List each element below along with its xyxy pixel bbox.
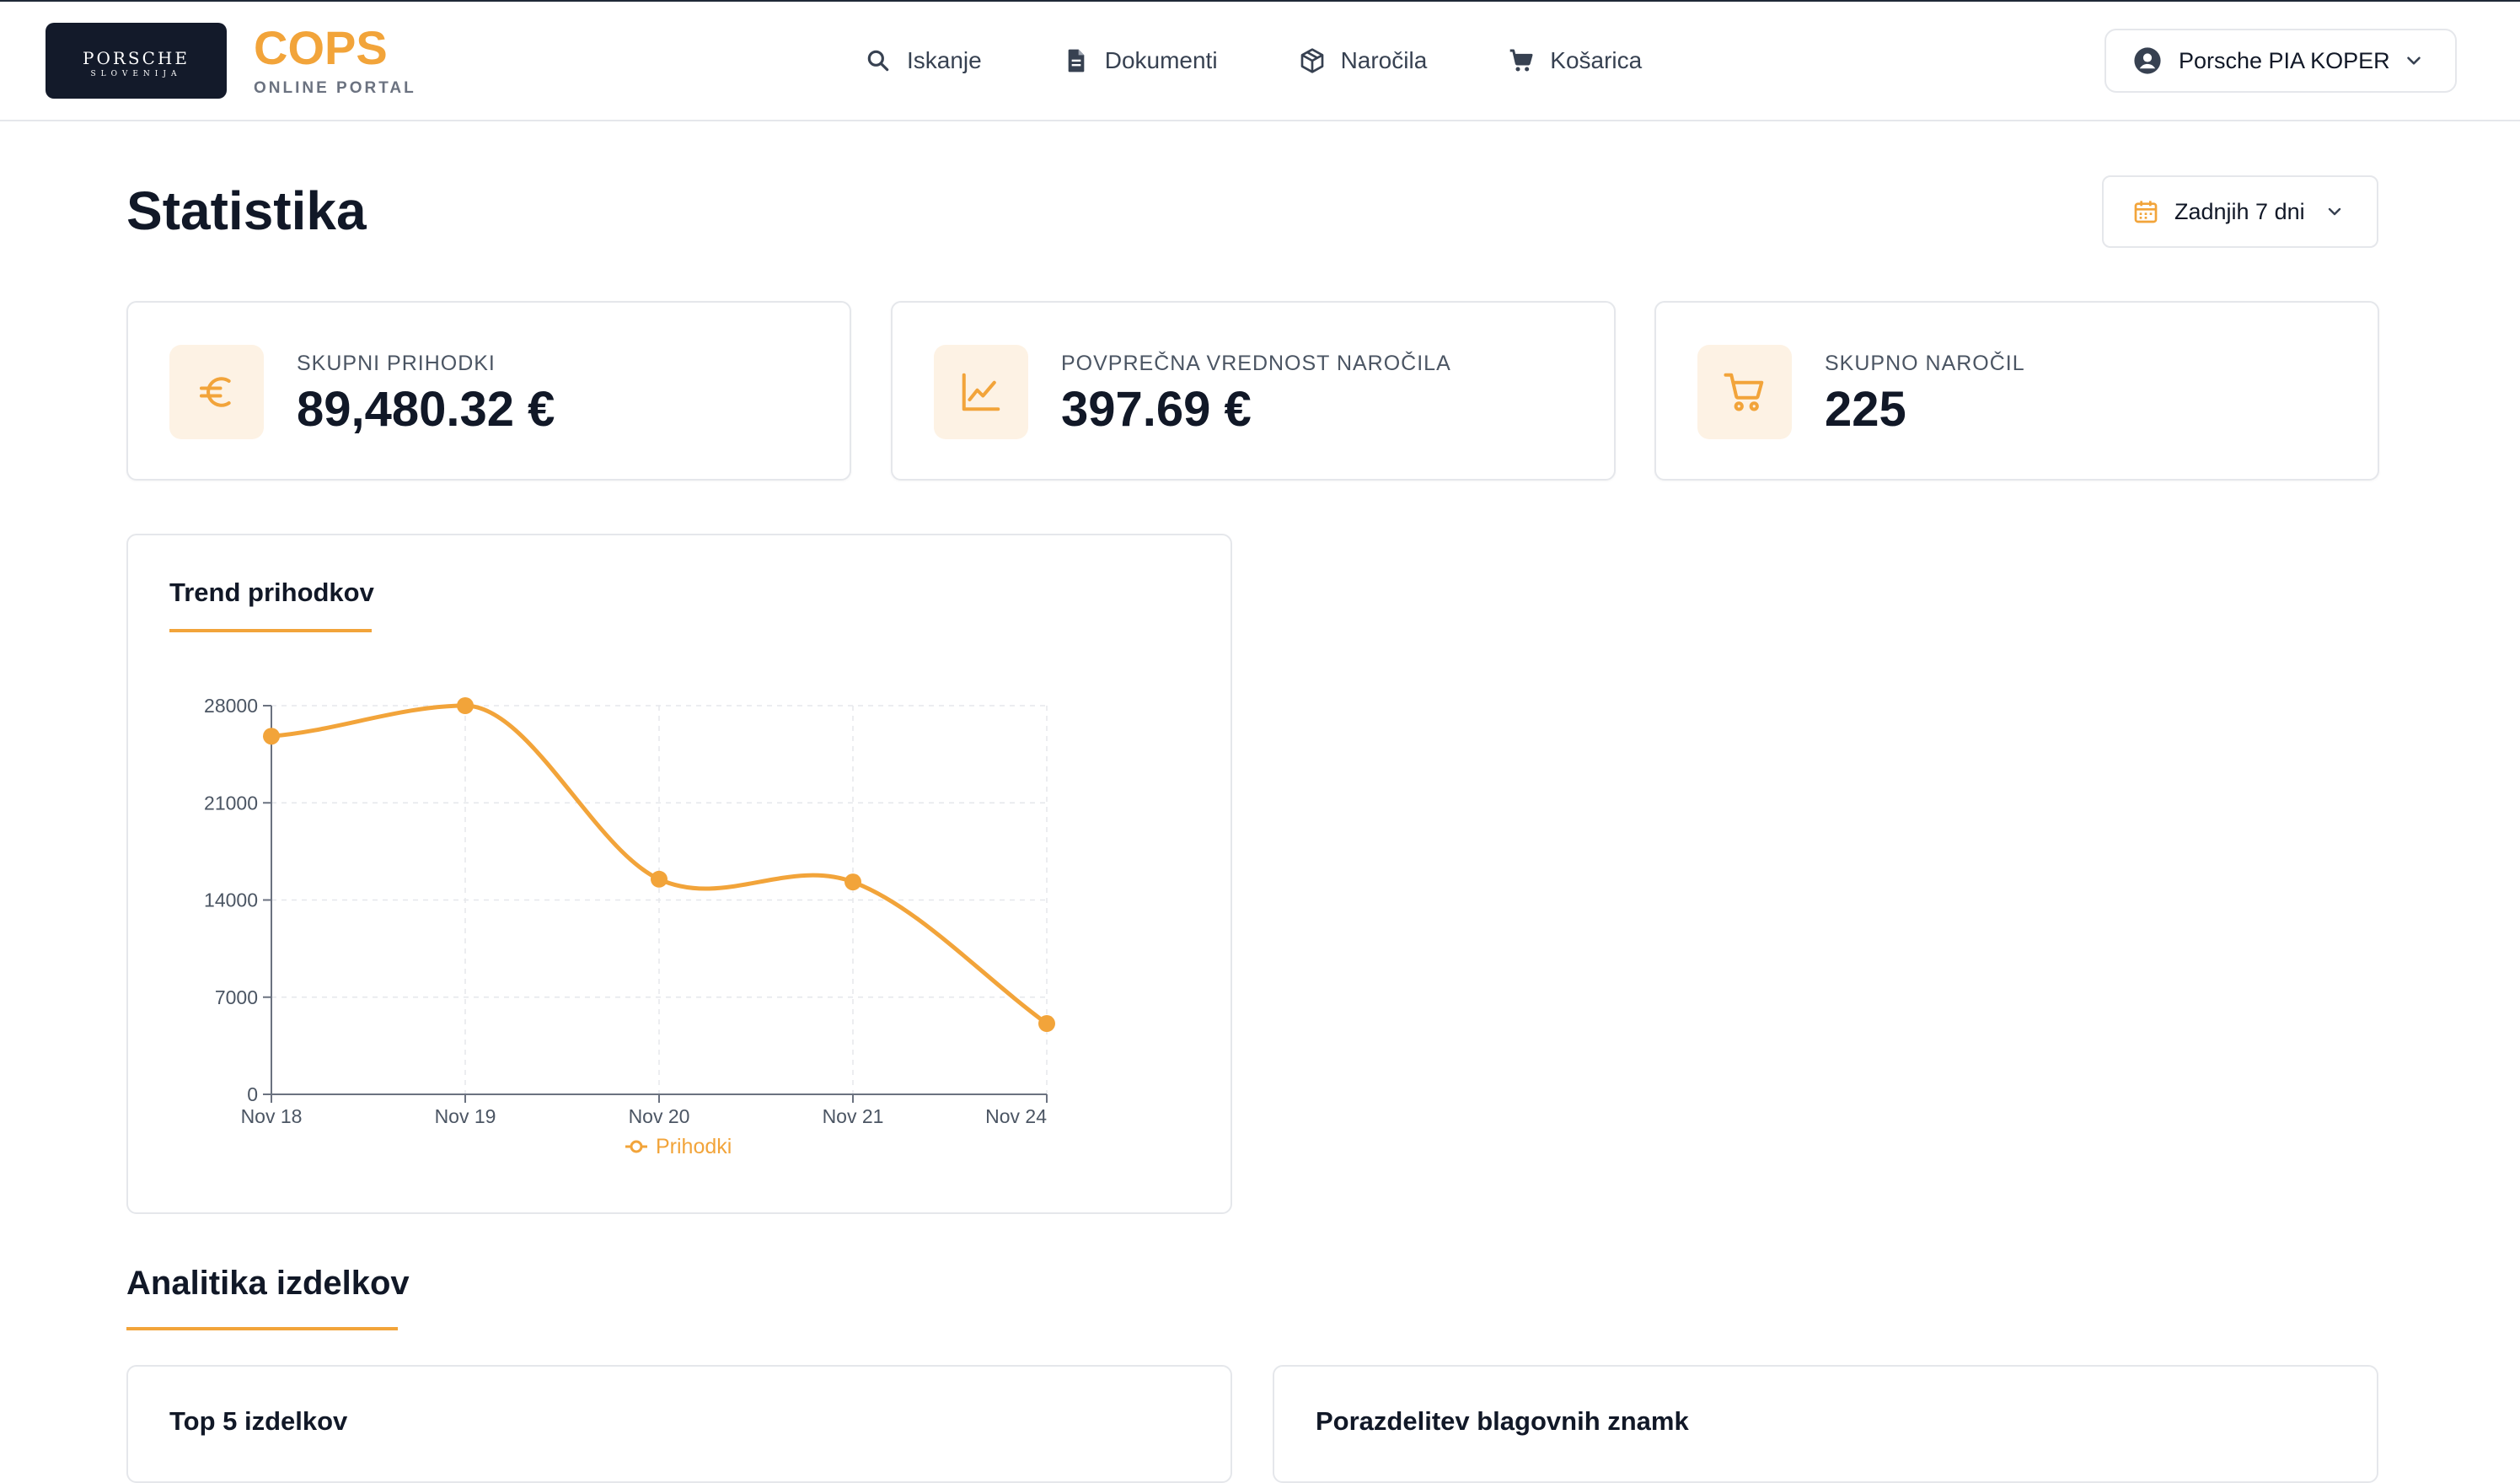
panel-title-underline [169,629,372,632]
section-title-underline [126,1327,398,1330]
x-tick-label: Nov 24 [985,1105,1047,1127]
nav-label-narocila: Naročila [1340,47,1428,73]
revenue-trend-chart: 0 7000 14000 21000 28000 Nov 18 Nov 19 Nov 20 No… [204,695,1055,1158]
data-point [651,870,668,888]
stat-card-avg-order: POVPREČNA VREDNOST NAROČILA 397.69 € [891,301,1616,481]
brand-subtitle: ONLINE PORTAL [254,79,416,97]
stat-label: SKUPNI PRIHODKI [297,352,496,375]
panel-title: Top 5 izdelkov [169,1406,348,1436]
nav-item-narocila[interactable]: Naročila [1299,47,1428,74]
nav-item-iskanje[interactable]: Iskanje [865,47,982,74]
y-tick-label: 0 [247,1083,258,1105]
x-tick-label: Nov 19 [435,1105,496,1127]
data-point [263,728,280,745]
y-tick-label: 7000 [215,986,258,1008]
section-title: Analitika izdelkov [126,1265,410,1302]
main-nav: Iskanje Dokumenti Naročila Košarica [865,42,1642,79]
stat-icon-box [1697,345,1792,439]
stat-icon-box [934,345,1028,439]
legend-swatch-marker [630,1140,643,1153]
brand-title: COPS [254,21,388,74]
nav-label-dokumenti: Dokumenti [1104,47,1218,73]
user-name: Porsche PIA KOPER [2179,47,2390,73]
brand-distribution-panel: Porazdelitev blagovnih znamk [1273,1365,2378,1483]
euro-icon [199,377,231,407]
logo-line2: SLOVENIJA [90,70,182,78]
stat-label: SKUPNO NAROČIL [1825,352,2025,375]
box-icon [1300,48,1323,73]
chevron-down-icon [2328,207,2341,216]
x-tick-label: Nov 21 [823,1105,884,1127]
stat-value: 89,480.32 € [297,382,555,437]
stat-card-revenue: SKUPNI PRIHODKI 89,480.32 € [126,301,851,481]
cart-icon [1509,49,1533,72]
y-tick-label: 21000 [204,792,258,814]
porsche-logo[interactable]: PORSCHE SLOVENIJA [46,23,227,99]
top-header: PORSCHE SLOVENIJA COPS ONLINE PORTAL Isk… [0,2,2520,121]
brand: COPS ONLINE PORTAL [254,22,416,98]
stat-value: 225 [1825,382,1906,437]
legend-label: Prihodki [656,1135,732,1158]
cart-icon [1724,373,1764,411]
data-point [1038,1015,1055,1033]
stat-icon-box [169,345,264,439]
nav-label-iskanje: Iskanje [907,47,982,73]
panel-title: Porazdelitev blagovnih znamk [1316,1406,1689,1436]
search-icon [867,50,889,72]
stat-card-orders: SKUPNO NAROČIL 225 [1654,301,2379,481]
user-menu-button[interactable]: Porsche PIA KOPER [2104,29,2457,93]
document-icon [1068,49,1085,73]
date-range-select[interactable]: Zadnjih 7 dni [2102,175,2378,248]
user-avatar-icon [2134,47,2161,74]
nav-item-dokumenti[interactable]: Dokumenti [1063,47,1218,74]
nav-label-kosarica: Košarica [1550,47,1643,73]
date-range-label: Zadnjih 7 dni [2174,198,2305,224]
calendar-icon [2134,201,2158,223]
window-top-border [0,0,2520,2]
logo-line1: PORSCHE [83,48,190,68]
data-point [844,873,861,891]
y-tick-label: 14000 [204,889,258,911]
x-tick-label: Nov 20 [629,1105,690,1127]
stat-label: POVPREČNA VREDNOST NAROČILA [1061,352,1451,375]
page-title: Statistika [126,180,367,241]
x-tick-label: Nov 18 [241,1105,303,1127]
y-tick-label: 28000 [204,695,258,717]
stat-value: 397.69 € [1061,382,1252,437]
panel-title: Trend prihodkov [169,578,374,607]
chevron-down-icon [2407,56,2421,65]
revenue-series-line [271,703,1048,1026]
top-products-panel: Top 5 izdelkov [126,1365,1232,1483]
revenue-trend-panel: Trend prihodkov 0 7000 14000 21000 28000 Nov … [126,534,1232,1214]
line-chart-icon [962,373,1000,411]
data-point [457,697,474,714]
nav-item-kosarica[interactable]: Košarica [1508,47,1642,74]
